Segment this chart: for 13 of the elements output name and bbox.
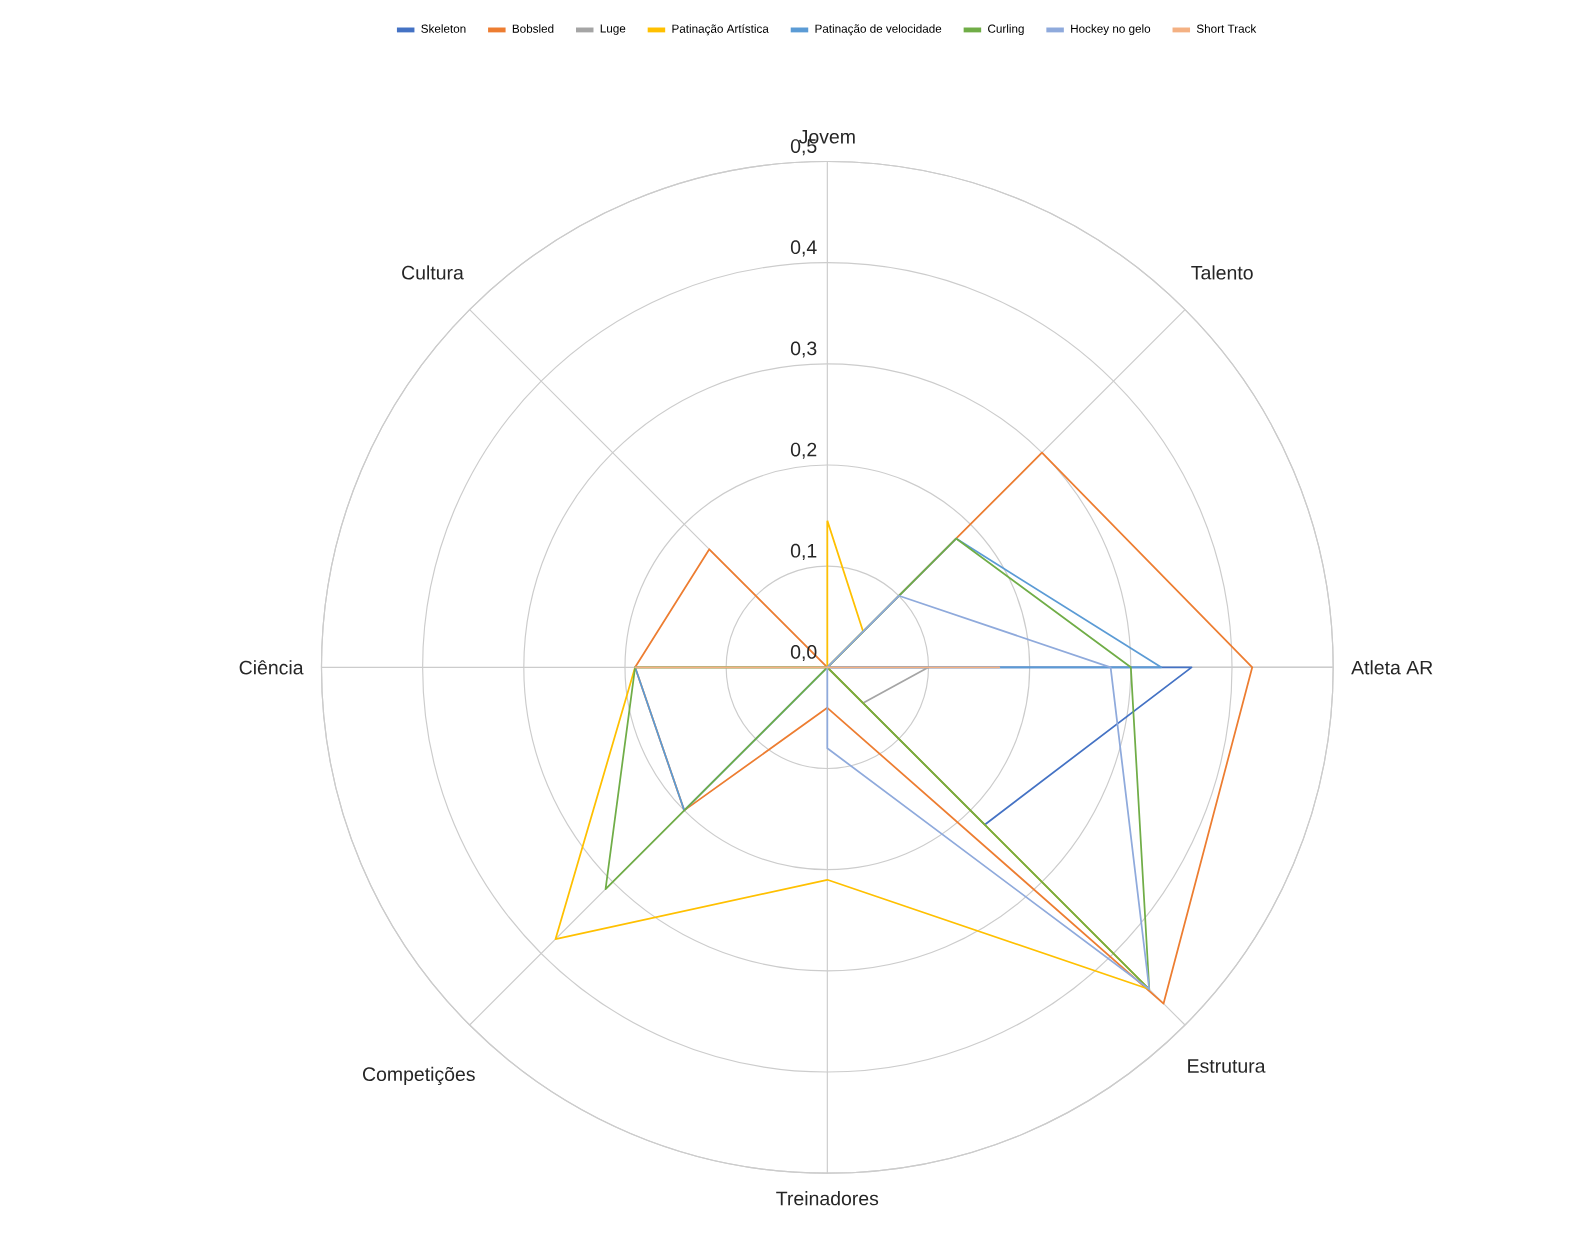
y-tick-label: 0,2 [790, 443, 817, 460]
spoke-label: Estrutura [1188, 1059, 1266, 1074]
spoke-label: Competições [362, 1067, 475, 1086]
spoke-label: Atleta AR [1351, 660, 1433, 675]
y-tick-label: 0,1 [790, 544, 817, 561]
spoke-label: Cultura [402, 265, 464, 280]
spoke-label: Ciência [239, 660, 304, 675]
spoke-label: Treinadores [776, 1191, 879, 1206]
y-tick-label: 0,4 [790, 240, 817, 257]
y-tick-label: 0,3 [790, 341, 817, 358]
y-tick-label: 0,5 [790, 139, 817, 156]
spoke-label: Jovem [798, 130, 855, 144]
spoke-label: Talento [1191, 265, 1253, 280]
